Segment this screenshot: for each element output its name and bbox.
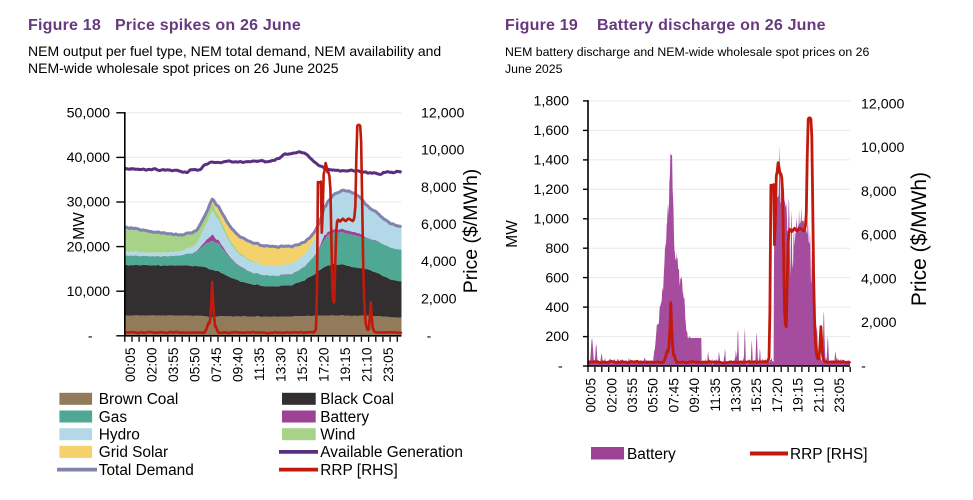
svg-text:21:10: 21:10 bbox=[360, 347, 375, 382]
svg-text:12,000: 12,000 bbox=[861, 96, 905, 112]
svg-text:23:05: 23:05 bbox=[832, 378, 847, 413]
svg-text:13:30: 13:30 bbox=[729, 378, 744, 413]
svg-text:03:55: 03:55 bbox=[625, 378, 640, 413]
svg-text:4,000: 4,000 bbox=[421, 254, 457, 270]
svg-text:-: - bbox=[427, 329, 432, 345]
svg-text:Wind: Wind bbox=[320, 427, 355, 444]
svg-text:Battery: Battery bbox=[320, 409, 369, 426]
svg-text:-: - bbox=[88, 329, 93, 345]
svg-text:05:50: 05:50 bbox=[188, 347, 203, 382]
svg-text:Gas: Gas bbox=[99, 409, 128, 426]
svg-text:Total Demand: Total Demand bbox=[99, 462, 194, 479]
svg-text:1,600: 1,600 bbox=[533, 123, 569, 139]
svg-text:800: 800 bbox=[545, 241, 569, 257]
svg-text:50,000: 50,000 bbox=[67, 106, 111, 122]
svg-text:10,000: 10,000 bbox=[861, 140, 905, 156]
svg-text:Brown Coal: Brown Coal bbox=[99, 391, 179, 408]
svg-text:15:25: 15:25 bbox=[295, 347, 310, 382]
svg-text:17:20: 17:20 bbox=[317, 347, 332, 382]
svg-text:-: - bbox=[558, 359, 563, 375]
svg-text:07:45: 07:45 bbox=[666, 378, 681, 413]
svg-text:20,000: 20,000 bbox=[67, 239, 111, 255]
svg-text:05:50: 05:50 bbox=[646, 378, 661, 413]
svg-text:Black Coal: Black Coal bbox=[320, 391, 394, 408]
svg-text:8,000: 8,000 bbox=[861, 184, 897, 200]
svg-text:07:45: 07:45 bbox=[209, 347, 224, 382]
svg-text:10,000: 10,000 bbox=[67, 284, 111, 300]
svg-text:1,800: 1,800 bbox=[533, 94, 569, 110]
svg-text:30,000: 30,000 bbox=[67, 195, 111, 211]
svg-text:15:25: 15:25 bbox=[749, 378, 764, 413]
svg-text:17:20: 17:20 bbox=[770, 378, 785, 413]
svg-text:03:55: 03:55 bbox=[166, 347, 181, 382]
svg-text:6,000: 6,000 bbox=[861, 228, 897, 244]
svg-text:19:15: 19:15 bbox=[791, 378, 806, 413]
svg-text:Available Generation: Available Generation bbox=[320, 444, 463, 461]
svg-text:6,000: 6,000 bbox=[421, 217, 457, 233]
svg-text:09:40: 09:40 bbox=[231, 347, 246, 382]
svg-text:19:15: 19:15 bbox=[338, 347, 353, 382]
svg-text:2,000: 2,000 bbox=[861, 315, 897, 331]
svg-text:RRP [RHS]: RRP [RHS] bbox=[790, 446, 868, 463]
svg-text:Grid Solar: Grid Solar bbox=[99, 444, 168, 461]
svg-text:Price ($/MWh): Price ($/MWh) bbox=[908, 172, 931, 306]
svg-text:8,000: 8,000 bbox=[421, 180, 457, 196]
svg-text:1,400: 1,400 bbox=[533, 153, 569, 169]
svg-text:23:05: 23:05 bbox=[381, 347, 396, 382]
svg-text:40,000: 40,000 bbox=[67, 150, 111, 166]
svg-text:4,000: 4,000 bbox=[861, 271, 897, 287]
svg-text:11:35: 11:35 bbox=[708, 378, 723, 412]
svg-text:02:00: 02:00 bbox=[145, 347, 160, 382]
svg-text:Battery: Battery bbox=[627, 446, 676, 463]
svg-text:2,000: 2,000 bbox=[421, 291, 457, 307]
svg-text:Price ($/MWh): Price ($/MWh) bbox=[460, 169, 482, 294]
svg-text:09:40: 09:40 bbox=[687, 378, 702, 413]
svg-text:600: 600 bbox=[545, 270, 569, 286]
svg-text:Hydro: Hydro bbox=[99, 427, 140, 444]
svg-text:-: - bbox=[861, 359, 866, 375]
svg-text:12,000: 12,000 bbox=[421, 106, 465, 122]
svg-text:1,000: 1,000 bbox=[533, 211, 569, 227]
svg-text:02:00: 02:00 bbox=[604, 378, 619, 413]
svg-text:00:05: 00:05 bbox=[584, 378, 599, 413]
svg-text:11:35: 11:35 bbox=[252, 347, 267, 381]
svg-text:MW: MW bbox=[71, 212, 88, 240]
svg-text:RRP [RHS]: RRP [RHS] bbox=[320, 462, 398, 479]
svg-text:MW: MW bbox=[504, 220, 521, 248]
svg-text:13:30: 13:30 bbox=[274, 347, 289, 382]
svg-text:00:05: 00:05 bbox=[123, 347, 138, 382]
svg-text:21:10: 21:10 bbox=[811, 378, 826, 413]
svg-text:10,000: 10,000 bbox=[421, 143, 465, 159]
svg-text:1,200: 1,200 bbox=[533, 182, 569, 198]
svg-text:400: 400 bbox=[545, 300, 569, 316]
svg-text:200: 200 bbox=[545, 329, 569, 345]
